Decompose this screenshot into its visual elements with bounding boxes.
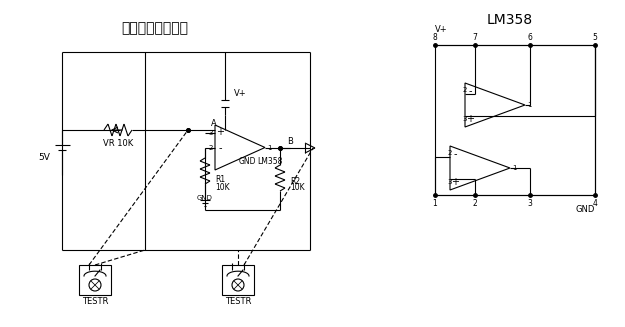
Text: 1: 1	[267, 145, 271, 151]
Text: GND: GND	[197, 195, 213, 201]
Text: TESTR: TESTR	[82, 298, 108, 306]
Text: 5V: 5V	[38, 153, 50, 163]
Text: +: +	[451, 177, 459, 187]
Text: 3: 3	[209, 130, 213, 136]
Text: 2: 2	[209, 145, 213, 151]
Text: 5: 5	[592, 32, 598, 42]
Text: 1: 1	[432, 198, 437, 208]
Text: 3: 3	[528, 198, 532, 208]
Text: 2: 2	[448, 150, 452, 156]
Text: R2: R2	[290, 177, 300, 185]
Text: LM358: LM358	[487, 13, 533, 27]
Text: LM358: LM358	[258, 158, 282, 166]
Text: V+: V+	[435, 26, 447, 35]
Text: -: -	[218, 143, 222, 153]
Text: 1: 1	[527, 102, 531, 108]
Text: 10K: 10K	[290, 183, 304, 193]
Text: -: -	[468, 86, 472, 96]
Text: 3: 3	[448, 179, 452, 185]
Text: 非反転増幅　実験: 非反転増幅 実験	[121, 21, 189, 35]
Text: 2: 2	[472, 198, 478, 208]
Text: R1: R1	[215, 176, 225, 184]
Text: GND: GND	[576, 205, 595, 215]
Text: GND: GND	[238, 158, 256, 166]
Text: V+: V+	[234, 89, 246, 97]
Text: B: B	[287, 136, 293, 146]
Text: +: +	[216, 127, 224, 137]
Text: -: -	[453, 149, 457, 159]
Text: +: +	[466, 114, 474, 124]
Text: 6: 6	[528, 32, 532, 42]
Text: VR 10K: VR 10K	[103, 139, 133, 147]
Text: 3: 3	[462, 116, 467, 122]
FancyBboxPatch shape	[222, 265, 254, 295]
Text: 2: 2	[462, 87, 467, 93]
Text: 10K: 10K	[215, 182, 229, 192]
Text: 4: 4	[592, 198, 598, 208]
Text: A: A	[211, 119, 217, 129]
Text: 1: 1	[512, 165, 516, 171]
Text: 8: 8	[432, 32, 437, 42]
Text: TESTR: TESTR	[225, 298, 251, 306]
FancyBboxPatch shape	[79, 265, 111, 295]
Text: 7: 7	[472, 32, 478, 42]
